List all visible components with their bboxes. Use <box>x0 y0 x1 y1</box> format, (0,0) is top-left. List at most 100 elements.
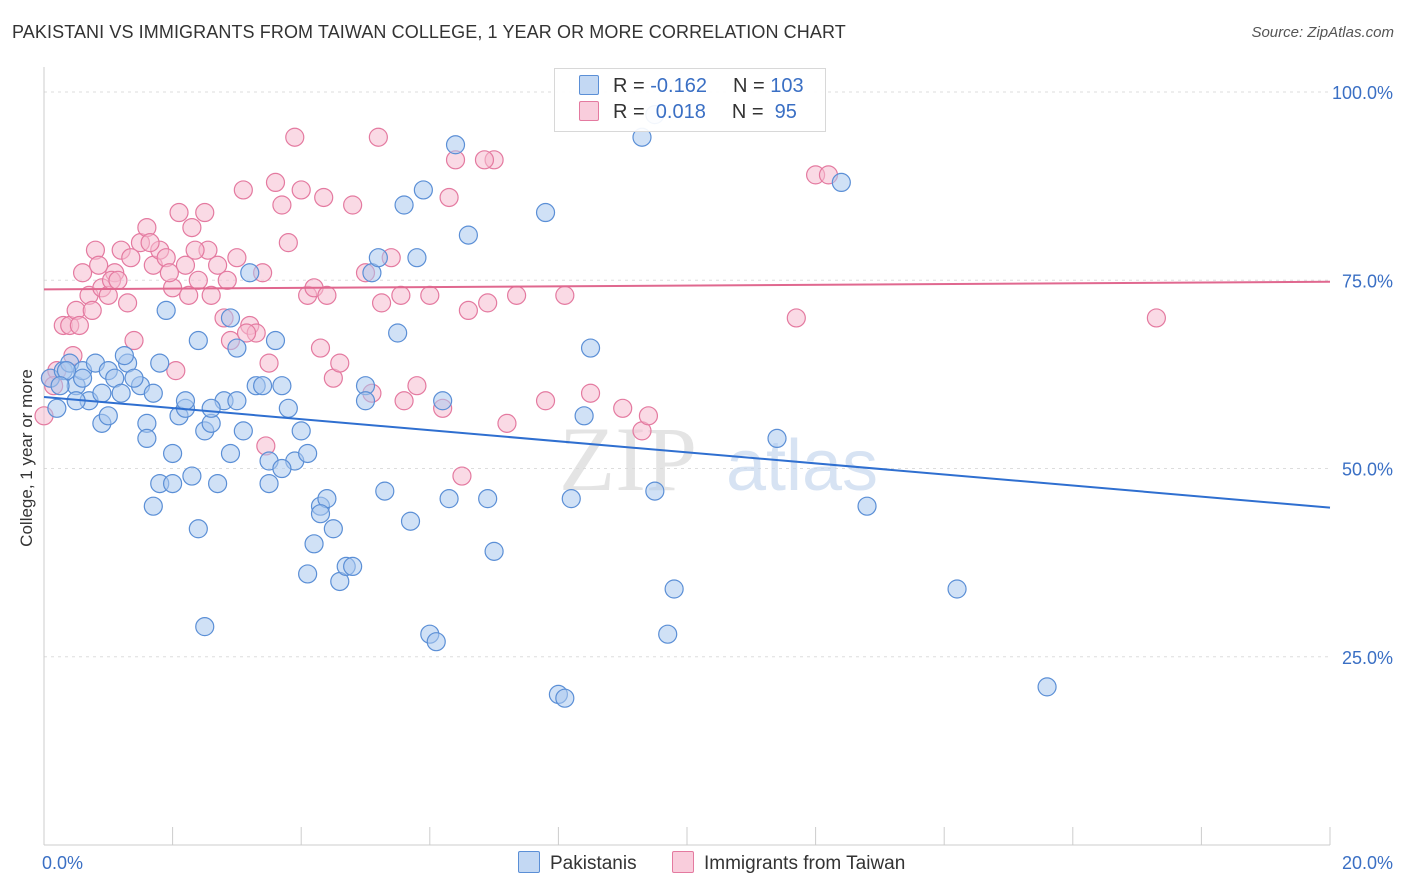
point-taiwan <box>208 255 228 275</box>
point-pakistanis <box>156 300 176 321</box>
point-pakistanis <box>368 248 388 268</box>
point-pakistanis <box>278 398 298 418</box>
legend-r-label: R = <box>613 101 651 123</box>
point-taiwan <box>82 300 102 321</box>
point-taiwan <box>159 263 179 283</box>
point-pakistanis <box>163 473 183 494</box>
bottom-legend-taiwan: Immigrants from Taiwan <box>672 851 905 875</box>
point-taiwan <box>407 376 427 396</box>
point-taiwan <box>497 413 517 433</box>
point-pakistanis <box>137 428 157 449</box>
legend-n-label: N = <box>732 75 771 97</box>
point-pakistanis <box>143 383 163 403</box>
point-pakistanis <box>201 398 221 418</box>
source-credit: Source: ZipAtlas.com <box>1251 24 1394 41</box>
y-tick-label: 75.0% <box>1342 271 1393 291</box>
point-taiwan <box>343 195 363 215</box>
point-pakistanis <box>355 391 376 411</box>
point-pakistanis <box>426 632 446 652</box>
point-taiwan <box>233 180 253 200</box>
point-taiwan <box>236 323 257 343</box>
point-pakistanis <box>143 496 163 516</box>
point-pakistanis <box>188 330 208 351</box>
point-pakistanis <box>47 398 67 418</box>
point-pakistanis <box>413 180 433 200</box>
point-taiwan <box>201 285 221 305</box>
point-pakistanis <box>645 481 665 501</box>
point-taiwan <box>140 233 160 253</box>
point-pakistanis <box>439 489 459 509</box>
point-taiwan <box>117 293 138 313</box>
correlation-legend: R = -0.162 N = 103 R = 0.018 N = 95 <box>554 68 826 132</box>
point-pakistanis <box>220 308 241 328</box>
point-pakistanis <box>92 383 112 403</box>
point-pakistanis <box>580 338 601 358</box>
point-pakistanis <box>767 428 787 449</box>
point-taiwan <box>121 248 141 268</box>
point-pakistanis <box>561 489 581 509</box>
legend-swatch-blue <box>579 75 599 95</box>
point-pakistanis <box>574 406 594 426</box>
point-pakistanis <box>220 443 241 464</box>
point-pakistanis <box>664 579 684 599</box>
point-pakistanis <box>375 481 395 501</box>
chart-title: PAKISTANI VS IMMIGRANTS FROM TAIWAN COLL… <box>12 22 846 42</box>
point-taiwan <box>69 315 89 336</box>
point-taiwan <box>535 391 556 411</box>
point-pakistanis <box>947 579 967 599</box>
point-taiwan <box>314 187 334 208</box>
x-tick-label: 20.0% <box>1342 853 1393 873</box>
point-taiwan <box>439 187 459 208</box>
legend-row-pakistanis: R = -0.162 N = 103 <box>579 75 804 101</box>
bottom-legend-swatch-pink <box>672 851 694 873</box>
point-pakistanis <box>484 541 504 561</box>
x-tick-label: 0.0% <box>42 853 83 873</box>
point-taiwan <box>89 255 109 275</box>
point-pakistanis <box>298 564 318 584</box>
point-taiwan <box>638 406 659 426</box>
point-taiwan <box>580 383 601 403</box>
point-taiwan <box>265 172 286 193</box>
point-pakistanis <box>272 376 292 396</box>
point-pakistanis <box>240 263 260 283</box>
y-tick-label: 25.0% <box>1342 648 1393 668</box>
legend-n-value: 95 <box>769 101 797 123</box>
point-taiwan <box>1146 308 1166 328</box>
point-pakistanis <box>188 519 208 539</box>
point-taiwan <box>394 391 414 411</box>
point-pakistanis <box>323 519 343 539</box>
point-taiwan <box>182 217 202 238</box>
point-pakistanis <box>857 496 877 516</box>
point-taiwan <box>285 127 305 147</box>
point-taiwan <box>108 270 128 290</box>
trend-lines <box>43 280 1331 509</box>
tick-labels: 25.0% 50.0% 75.0% 100.0% 0.0% 20.0% <box>42 83 1393 873</box>
point-pakistanis <box>535 202 556 223</box>
bottom-legend-label: Immigrants from Taiwan <box>704 853 906 874</box>
point-taiwan <box>169 202 189 223</box>
legend-r-label: R = <box>613 75 651 97</box>
point-pakistanis <box>388 323 408 343</box>
point-pakistanis <box>298 443 318 464</box>
point-pakistanis <box>163 443 183 464</box>
point-pakistanis <box>114 345 134 366</box>
point-taiwan <box>124 330 144 351</box>
point-pakistanis <box>433 391 453 411</box>
y-tick-label: 100.0% <box>1332 83 1393 103</box>
legend-r-value: 0.018 <box>650 101 706 123</box>
point-pakistanis <box>175 391 196 411</box>
point-pakistanis <box>291 421 311 441</box>
y-axis-label: College, 1 year or more <box>17 369 36 547</box>
point-pakistanis <box>458 225 478 245</box>
point-taiwan <box>391 285 411 305</box>
point-pakistanis <box>50 376 70 396</box>
bottom-legend-label: Pakistanis <box>550 853 637 874</box>
trend-line-taiwan <box>43 280 1331 291</box>
point-pakistanis <box>343 556 363 577</box>
legend-row-taiwan: R = 0.018 N = 95 <box>579 101 797 127</box>
point-taiwan <box>507 285 527 305</box>
trend-line-pakistanis <box>43 396 1331 509</box>
point-pakistanis <box>233 421 253 441</box>
point-pakistanis <box>111 383 131 403</box>
point-pakistanis <box>407 248 427 268</box>
